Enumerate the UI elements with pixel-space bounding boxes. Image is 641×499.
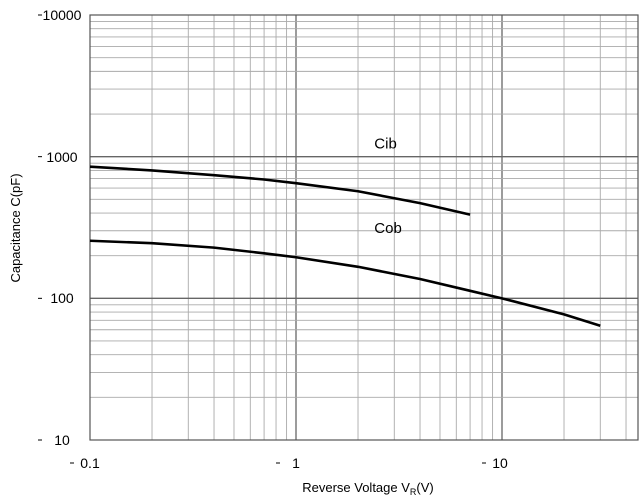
y-tick-label-10: 10 xyxy=(54,432,70,448)
y-tick-labels: 10000 1000 100 10 xyxy=(43,7,82,448)
x-tick-label-10: 10 xyxy=(492,455,508,471)
series-line-cib xyxy=(89,165,471,216)
x-tick-label-1: 1 xyxy=(292,455,300,471)
series-label-cob: Cob xyxy=(374,220,402,237)
x-tick-labels: 0.1 1 10 xyxy=(80,455,508,471)
y-tick-label-1000: 1000 xyxy=(46,149,77,165)
grid xyxy=(38,14,638,464)
y-tick-label-10000: 10000 xyxy=(43,7,82,23)
x-tick-label-0.1: 0.1 xyxy=(80,455,100,471)
series-layer: Cib Cob xyxy=(89,136,601,328)
y-axis-title: Capacitance C(pF) xyxy=(8,173,23,282)
series-line-cob xyxy=(89,239,601,328)
series-label-cib: Cib xyxy=(374,136,397,153)
x-axis-title: Reverse Voltage VR(V) xyxy=(302,480,434,497)
plot-area xyxy=(89,14,639,441)
y-tick-label-100: 100 xyxy=(50,290,74,306)
